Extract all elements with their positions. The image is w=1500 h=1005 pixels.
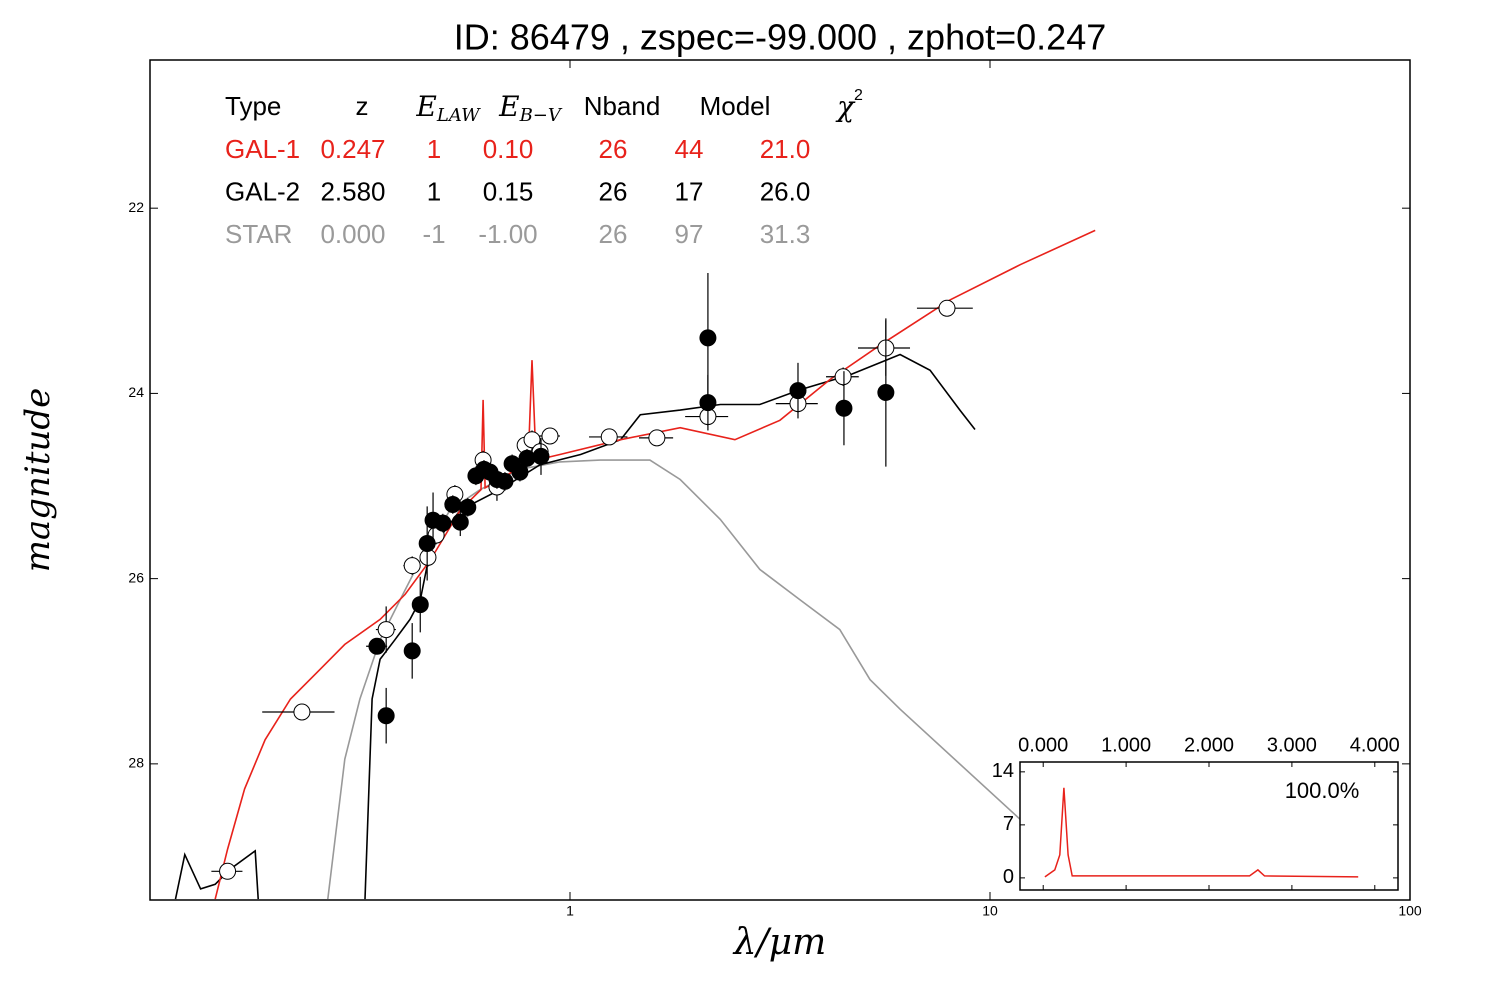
table-header: EB−V (498, 90, 563, 127)
header-text: Nband (584, 91, 661, 121)
table-cell: 44 (675, 134, 704, 164)
filled-point (532, 447, 550, 465)
open-point (834, 368, 852, 386)
table-header: z (356, 91, 369, 121)
x-tick-label: 1.000 (1101, 734, 1151, 756)
plot-frame (149, 59, 1411, 901)
table-cell: 26 (599, 219, 628, 249)
header-text: χ (835, 90, 856, 123)
table-cell: 1 (427, 134, 441, 164)
x-axis-label: λ/μm (732, 922, 826, 963)
table-header: Nband (584, 91, 661, 121)
filled-point (699, 394, 717, 412)
x-tick-label: 2.000 (1184, 734, 1234, 756)
table-cell: 26 (599, 176, 628, 206)
open-point (938, 299, 956, 317)
table-cell: 2.580 (320, 176, 385, 206)
chart-title: ID: 86479 , zspec=-99.000 , zphot=0.247 (454, 17, 1106, 58)
table-header: ELAW (415, 90, 481, 127)
y-tick-label: 24 (128, 384, 144, 400)
table-cell: 0.000 (320, 219, 385, 249)
plot-frame (1019, 761, 1399, 891)
table-header: Model (700, 91, 771, 121)
open-point (403, 557, 421, 575)
model-line (174, 353, 976, 900)
table-cell: 1 (427, 176, 441, 206)
table-cell: 26.0 (760, 176, 811, 206)
filled-point (451, 513, 469, 531)
x-tick-label: 1 (566, 903, 574, 919)
x-tick-label: 4.000 (1350, 734, 1400, 756)
y-tick-label: 26 (128, 569, 144, 585)
table-header: χ2 (835, 87, 863, 122)
table-cell: -1 (422, 219, 445, 249)
open-point (219, 862, 237, 880)
y-tick-label: 28 (128, 755, 144, 771)
table-cell: 97 (675, 219, 704, 249)
table-cell: 31.3 (760, 219, 811, 249)
open-point (523, 431, 541, 449)
y-tick-label: 22 (128, 199, 144, 215)
header-text: Type (225, 91, 281, 121)
x-tick-label: 10 (982, 903, 998, 919)
table-cell: 17 (675, 176, 704, 206)
plot-area (1044, 787, 1359, 878)
x-tick-label: 100 (1398, 903, 1422, 919)
y-tick-label: 0 (1003, 866, 1014, 888)
header-text: E (415, 90, 436, 123)
model-line (1044, 787, 1359, 878)
x-tick-label: 3.000 (1267, 734, 1317, 756)
filled-point (699, 329, 717, 347)
y-tick-label: 14 (992, 760, 1014, 782)
table-cell: 0.15 (483, 176, 534, 206)
table-cell: -1.00 (478, 219, 537, 249)
open-point (541, 427, 559, 445)
annotation: 100.0% (1285, 778, 1360, 803)
table-cell: GAL-2 (225, 176, 300, 206)
header-text: z (356, 91, 369, 121)
table-cell: 21.0 (760, 134, 811, 164)
filled-point (403, 642, 421, 660)
filled-point (418, 534, 436, 552)
open-point (377, 621, 395, 639)
y-axis-label: magnitude (18, 388, 58, 573)
filled-point (835, 399, 853, 417)
filled-point (368, 637, 386, 655)
filled-point (789, 382, 807, 400)
filled-point (411, 596, 429, 614)
table-cell: 0.247 (320, 134, 385, 164)
table-header: Type (225, 91, 281, 121)
filled-point (444, 496, 462, 514)
table-cell: GAL-1 (225, 134, 300, 164)
filled-point (377, 707, 395, 725)
filled-point (877, 383, 895, 401)
table-cell: 26 (599, 134, 628, 164)
header-subscript: LAW (436, 105, 481, 126)
filled-point (496, 472, 514, 490)
filled-point (518, 449, 536, 467)
table-cell: 0.10 (483, 134, 534, 164)
table-cell: STAR (225, 219, 292, 249)
header-text: Model (700, 91, 771, 121)
header-superscript: 2 (854, 87, 863, 104)
x-tick-label: 0.000 (1018, 734, 1068, 756)
plot-1: 0.000 1.000 2.000 3.000 4.000 0 7 14 100.0% (992, 734, 1400, 891)
y-tick-label: 7 (1003, 813, 1014, 835)
header-subscript: B−V (519, 105, 563, 126)
filled-point (459, 498, 477, 516)
open-point (600, 428, 618, 446)
header-text: E (498, 90, 519, 123)
plot-area (174, 229, 1096, 900)
open-point (648, 429, 666, 447)
filled-point (434, 514, 452, 532)
filled-point (511, 463, 529, 481)
open-point (293, 703, 311, 721)
